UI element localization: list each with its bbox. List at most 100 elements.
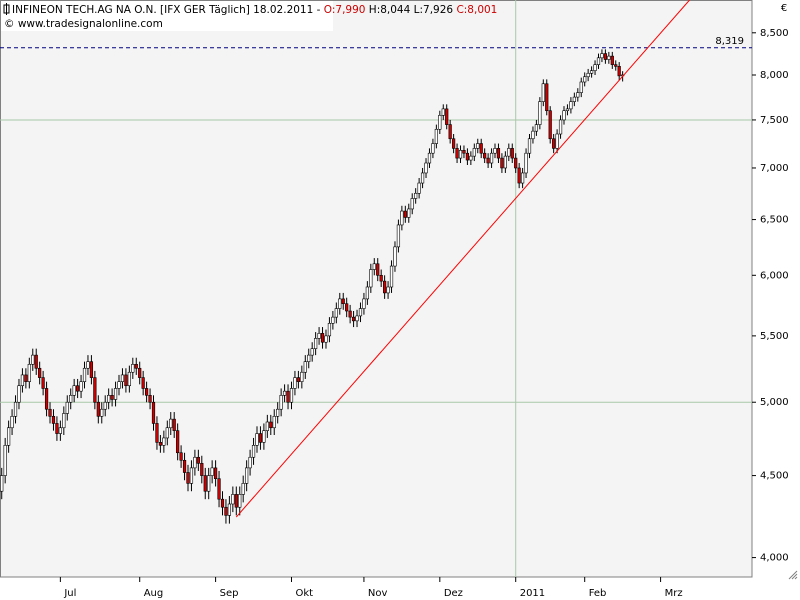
candle-body — [503, 155, 507, 169]
overlay: 8,319 — [0, 0, 752, 518]
x-tick-label: Aug — [144, 588, 164, 599]
header-high: H:8,044 — [369, 4, 411, 16]
candle-body — [186, 472, 190, 484]
candle-body — [383, 280, 387, 294]
candle-body — [279, 395, 283, 410]
candle-body — [348, 310, 352, 318]
candle-body — [79, 381, 83, 392]
candle-body — [196, 456, 200, 464]
candle-body — [458, 149, 463, 159]
candle-body — [517, 167, 521, 184]
candle-body — [479, 143, 483, 154]
candle-body — [424, 162, 428, 174]
candle-body — [20, 374, 25, 387]
candle-body — [345, 303, 349, 312]
candle-body — [182, 459, 187, 473]
candle-body — [596, 57, 601, 65]
candle-body — [193, 456, 197, 469]
candle-body — [448, 124, 452, 140]
candle-body — [272, 415, 276, 429]
candle-body — [207, 475, 211, 492]
candle-body — [555, 133, 559, 149]
x-tick-label: Jul — [63, 588, 76, 599]
candle-body — [310, 348, 314, 356]
candle-body — [507, 148, 511, 157]
candle-body — [527, 138, 532, 154]
candle-body — [10, 415, 14, 429]
candle-body — [400, 210, 404, 226]
candle-body — [51, 415, 56, 424]
candle-body — [541, 83, 545, 102]
x-tick-label: Sep — [220, 588, 239, 599]
trend-line — [235, 0, 690, 518]
level-label: 8,319 — [715, 36, 744, 47]
candle-body — [338, 298, 342, 309]
candle-body — [548, 110, 552, 140]
candle-body — [593, 64, 597, 71]
candle-body — [189, 467, 194, 484]
candle-body — [7, 427, 11, 446]
candle-body — [127, 371, 131, 387]
candle-body — [124, 374, 128, 387]
candle-body — [65, 401, 69, 414]
candle-body — [82, 367, 87, 382]
candle-body — [572, 96, 576, 102]
candle-body — [265, 421, 269, 431]
candle-body — [362, 298, 366, 309]
candle-body — [276, 408, 280, 417]
candle-body — [407, 208, 411, 218]
candle-body — [476, 143, 480, 149]
candle-body — [307, 354, 311, 362]
x-tick-label: Dez — [444, 588, 463, 599]
candle-body — [282, 390, 287, 396]
candle-body — [113, 388, 118, 400]
x-tick-label: Mrz — [665, 588, 683, 599]
candle-body — [151, 401, 156, 424]
candle-body — [144, 388, 149, 396]
candle-body — [296, 377, 300, 382]
candle-body — [41, 377, 45, 389]
candle-body — [93, 377, 97, 403]
candle-body — [107, 395, 111, 403]
candle-body — [238, 494, 242, 508]
candle-body — [610, 55, 614, 65]
candle-body — [251, 445, 256, 458]
header-close: C:8,001 — [456, 4, 497, 16]
candle-body — [510, 148, 514, 159]
candle-body — [603, 53, 608, 60]
y-tick-label: 7,000 — [760, 163, 789, 174]
candle-body — [369, 269, 373, 288]
candle-body — [176, 430, 180, 454]
candle-body — [44, 388, 49, 410]
candle-body — [255, 433, 259, 446]
candle-body — [552, 138, 556, 149]
candle-body — [514, 157, 518, 169]
candle-body — [76, 385, 80, 392]
candle-body — [200, 463, 204, 476]
candle-body — [131, 363, 135, 373]
candle-body — [576, 92, 580, 98]
candle-body — [293, 377, 297, 389]
candle-body — [445, 108, 449, 125]
candle-body — [0, 475, 4, 492]
candle-body — [462, 149, 466, 154]
candle-body — [13, 401, 18, 417]
candle-body — [483, 152, 487, 159]
candle-body — [62, 413, 66, 429]
candle-body — [220, 498, 225, 508]
candle-body — [579, 81, 583, 93]
candle-body — [500, 157, 504, 169]
candle-body — [162, 437, 166, 446]
candle-body — [372, 263, 376, 270]
candle-body — [589, 70, 594, 74]
candle-body — [586, 72, 590, 78]
y-tick-label: 5,000 — [760, 397, 789, 408]
candle-body — [486, 157, 490, 164]
candle-body — [55, 423, 59, 434]
header-low: L:7,926 — [414, 4, 454, 16]
candle-body — [427, 152, 432, 164]
candle-body — [558, 119, 563, 135]
candle-body — [86, 361, 90, 369]
candle-body — [48, 408, 52, 417]
candle-body — [465, 152, 470, 161]
